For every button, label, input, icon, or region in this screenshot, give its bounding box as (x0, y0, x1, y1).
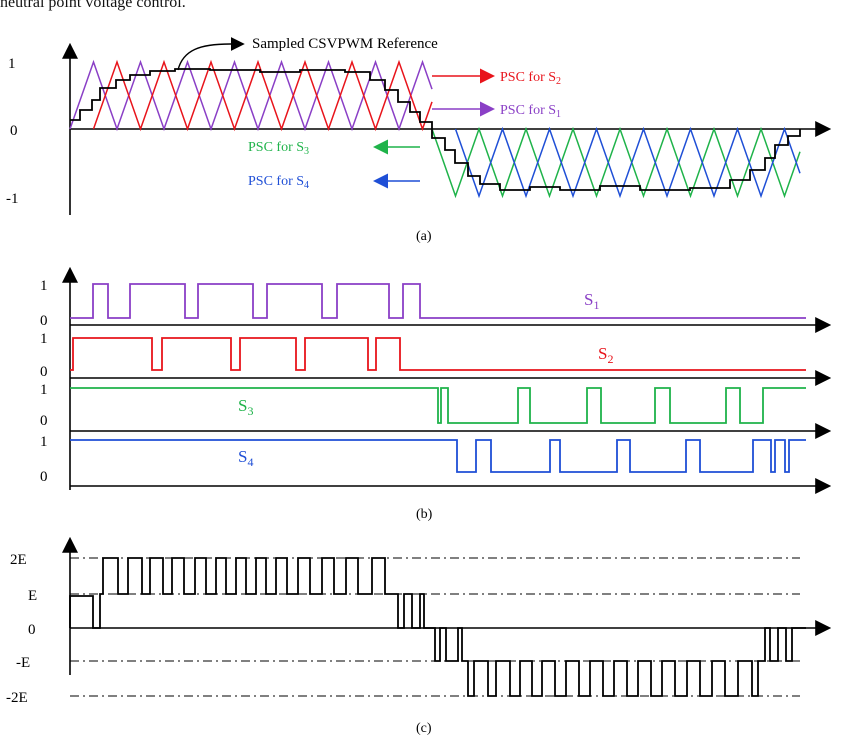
panel-a-caption: (a) (416, 229, 432, 244)
psc-s3-label: PSC for S3 (248, 140, 309, 157)
psc-s1-label: PSC for S1 (500, 103, 561, 120)
s3-low-tick: 0 (40, 413, 48, 429)
panel-a-tick-1: 1 (8, 56, 16, 72)
s3-waveform (70, 387, 806, 424)
page-caption: neutral point voltage control. (0, 0, 186, 11)
s2-waveform (70, 337, 806, 371)
psc-s2-label: PSC for S2 (500, 70, 561, 87)
panel-a-tick-0: 0 (10, 123, 18, 139)
s4-high-tick: 1 (40, 434, 48, 450)
level-0-label: 0 (28, 622, 36, 638)
panel-b-caption: (b) (416, 507, 433, 522)
psc-s4-label: PSC for S4 (248, 174, 309, 191)
level-minus-2e-label: -2E (6, 690, 28, 706)
psc-s3-carrier (431, 126, 801, 199)
s4-label: S4 (238, 447, 253, 469)
sampled-reference-line (70, 68, 801, 191)
level-minus-e-label: -E (16, 655, 30, 671)
panel-a: 1 0 -1 Sampled CSVPWM Reference PSC for … (6, 36, 832, 244)
psc-s4-carrier (454, 126, 801, 199)
s1-label: S1 (584, 290, 599, 312)
panel-c-caption: (c) (416, 721, 432, 736)
s2-high-tick: 1 (40, 331, 48, 347)
reference-label: Sampled CSVPWM Reference (252, 36, 438, 52)
panel-a-carriers (69, 59, 801, 199)
level-2e-label: 2E (10, 552, 27, 568)
panel-b: 1 0 1 0 1 0 1 0 S1 S2 S3 S4 (b) (40, 266, 832, 522)
s1-waveform (70, 283, 806, 319)
s1-high-tick: 1 (40, 278, 48, 294)
output-voltage-waveform (69, 557, 806, 697)
s3-label: S3 (238, 396, 253, 418)
s1-low-tick: 0 (40, 313, 48, 329)
panel-a-tick-minus1: -1 (6, 191, 19, 207)
psc-s2-carrier (92, 59, 433, 132)
panel-c: 2E E 0 -E -2E (c) (6, 536, 832, 736)
reference-pointer-arrow (177, 37, 245, 71)
s4-low-tick: 0 (40, 469, 48, 485)
psc-s1-carrier (69, 59, 433, 132)
level-e-label: E (28, 588, 37, 604)
s3-high-tick: 1 (40, 382, 48, 398)
s2-label: S2 (598, 344, 613, 366)
s4-waveform (70, 439, 806, 473)
s2-low-tick: 0 (40, 364, 48, 380)
